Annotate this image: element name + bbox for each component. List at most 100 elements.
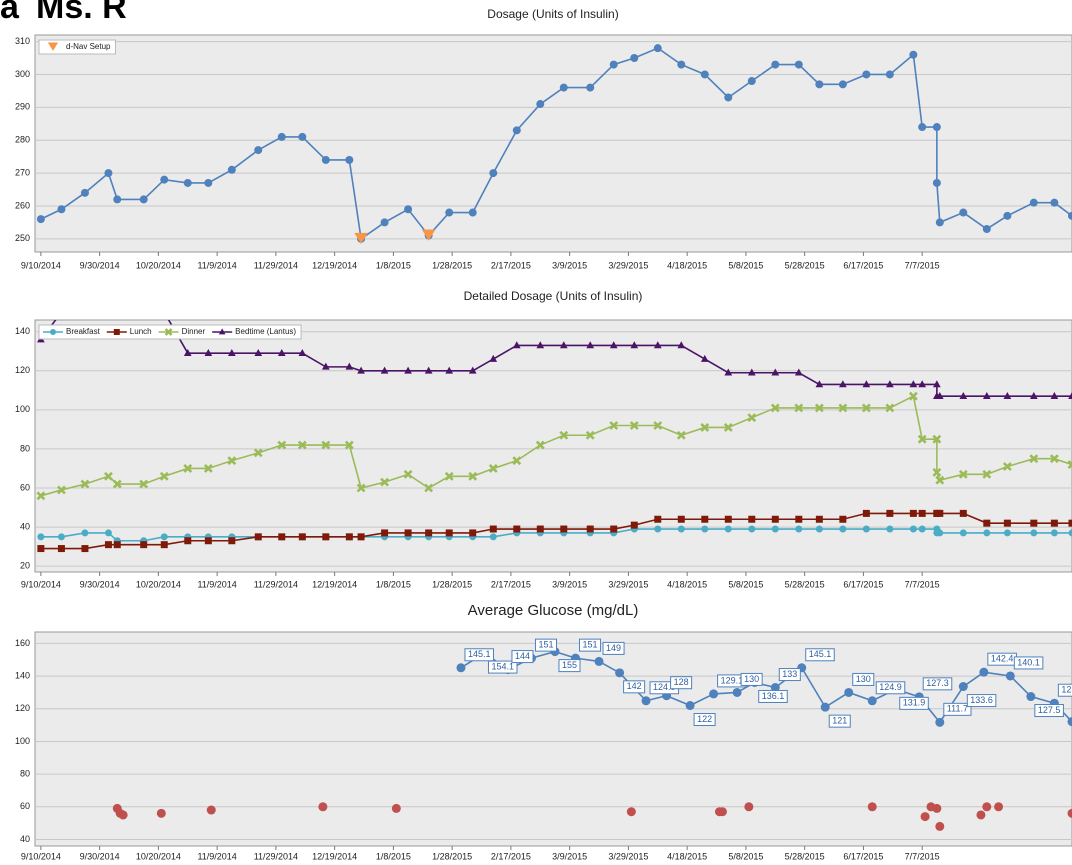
marker	[1050, 391, 1059, 399]
marker	[932, 434, 942, 444]
marker	[936, 509, 944, 517]
marker	[654, 525, 662, 533]
marker	[57, 485, 66, 495]
data-label-text: 151	[538, 640, 553, 650]
marker	[771, 368, 780, 376]
marker	[820, 702, 830, 712]
marker	[104, 541, 112, 549]
data-label: 155	[558, 659, 581, 673]
marker	[104, 471, 113, 481]
data-label-box	[623, 680, 646, 694]
marker	[421, 229, 436, 241]
marker	[685, 701, 695, 711]
marker	[58, 308, 66, 315]
marker	[958, 469, 968, 479]
marker	[862, 525, 870, 533]
marker	[794, 60, 803, 69]
marker	[771, 515, 779, 523]
x-tick-label: 12/19/2014	[312, 851, 357, 861]
marker	[885, 70, 894, 79]
y-tick-label: 270	[15, 167, 30, 177]
marker	[277, 349, 286, 357]
x-tick-label: 6/17/2015	[843, 851, 883, 861]
marker	[1030, 519, 1038, 527]
marker	[298, 533, 306, 541]
marker	[1003, 519, 1011, 527]
x-tick-label: 9/30/2014	[80, 260, 120, 270]
x-tick-label: 1/8/2015	[376, 260, 411, 270]
marker	[489, 354, 498, 362]
x-tick-label: 1/28/2015	[432, 851, 472, 861]
legend: d-Nav Setup	[38, 39, 116, 55]
marker	[113, 541, 121, 549]
data-label: 124.9	[875, 681, 906, 695]
marker	[204, 178, 213, 187]
marker	[909, 525, 917, 533]
marker	[160, 533, 168, 541]
marker	[610, 525, 618, 533]
marker	[814, 403, 824, 413]
marker	[489, 525, 497, 533]
marker	[112, 479, 122, 489]
marker	[318, 802, 328, 812]
marker	[677, 525, 685, 533]
data-label-box	[828, 714, 851, 728]
marker	[677, 60, 686, 69]
marker	[641, 696, 651, 706]
plot-area	[34, 34, 1072, 253]
marker	[724, 515, 732, 523]
marker	[982, 224, 991, 233]
marker	[381, 529, 389, 537]
x-tick-label: 11/9/2014	[197, 851, 236, 861]
y-tick-label: 160	[15, 638, 30, 648]
data-label: 133.6	[966, 694, 997, 708]
marker	[959, 208, 968, 217]
y-tick-label: 140	[15, 326, 30, 336]
marker	[935, 821, 945, 831]
data-label-box	[778, 668, 801, 682]
marker	[354, 232, 368, 245]
data-label-text: 140.1	[1017, 657, 1040, 667]
marker	[156, 808, 166, 818]
marker	[747, 77, 756, 86]
marker	[976, 810, 986, 820]
data-label-box	[602, 641, 625, 655]
plot-area	[34, 319, 1072, 573]
legend-label: Breakfast	[66, 327, 101, 336]
data-label-text: 127.3	[926, 678, 949, 688]
data-label: 111.7	[943, 702, 972, 716]
data-label-box	[1013, 656, 1044, 670]
marker	[861, 403, 871, 413]
marker	[57, 545, 65, 553]
marker	[959, 529, 967, 537]
x-tick-label: 5/28/2015	[785, 579, 825, 589]
marker	[321, 155, 330, 164]
marker	[37, 545, 45, 553]
marker	[701, 525, 709, 533]
data-label-text: 133	[782, 669, 797, 679]
data-label: 127.3	[922, 677, 953, 691]
marker	[862, 380, 871, 388]
marker	[468, 366, 477, 374]
marker	[983, 519, 991, 527]
data-label: 154.1	[487, 660, 518, 674]
chart-title: Average Glucose (mg/dL)	[468, 602, 639, 619]
y-tick-label: 100	[15, 404, 30, 414]
marker	[744, 802, 754, 812]
x-tick-label: 9/10/2014	[21, 260, 61, 270]
marker	[424, 483, 434, 493]
x-tick-label: 10/20/2014	[136, 851, 181, 861]
marker	[594, 656, 604, 666]
marker	[918, 509, 926, 517]
marker	[918, 380, 927, 388]
marker	[630, 54, 639, 63]
x-tick-label: 3/9/2015	[552, 260, 587, 270]
y-tick-label: 290	[15, 102, 30, 112]
data-label: 142.4	[987, 652, 1017, 666]
marker	[1026, 692, 1036, 702]
marker	[935, 717, 945, 727]
data-label: 140.1	[1013, 656, 1044, 670]
marker	[717, 807, 727, 817]
legend-label: d-Nav Setup	[66, 42, 111, 51]
x-tick-label: 7/7/2015	[905, 851, 940, 861]
